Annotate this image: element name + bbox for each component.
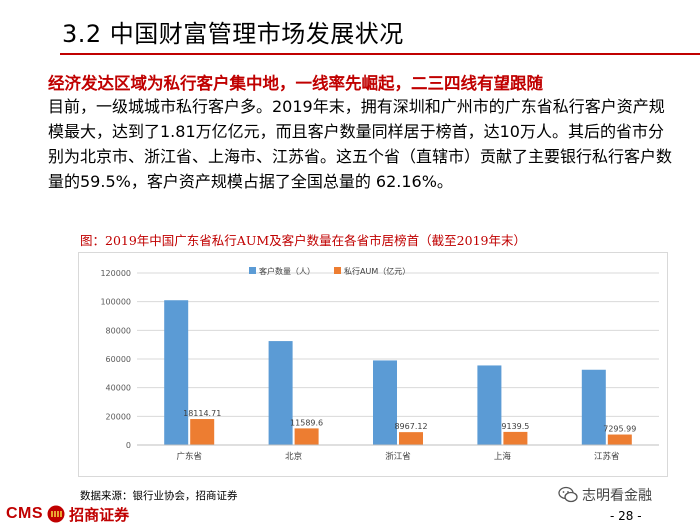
x-tick-label: 上海 <box>494 451 512 462</box>
company-logo: CMS 招商证券 <box>6 503 129 525</box>
page-title: 3.2 中国财富管理市场发展状况 <box>62 20 404 48</box>
legend-label: 私行AUM（亿元） <box>344 266 410 276</box>
y-tick-label: 120000 <box>100 269 131 278</box>
bar-aum <box>503 431 528 445</box>
data-label: 11589.6 <box>290 418 323 427</box>
x-tick-label: 北京 <box>285 451 302 462</box>
legend-label: 客户数量（人） <box>259 266 315 276</box>
y-tick-label: 100000 <box>100 298 131 307</box>
y-tick-label: 60000 <box>106 355 131 364</box>
bar-aum <box>294 428 319 445</box>
y-tick-label: 0 <box>126 441 131 450</box>
logo-cms-text: CMS <box>6 505 44 522</box>
data-label: 9139.5 <box>501 422 529 431</box>
body-paragraph: 目前，一级城城市私行客户多。2019年末，拥有深圳和广州市的广东省私行客户资产规… <box>48 97 673 191</box>
x-tick-label: 广东省 <box>176 451 202 462</box>
bar-customers <box>581 369 606 445</box>
logo-emblem-icon <box>47 505 65 523</box>
watermark-text: 志明看金融 <box>582 488 652 504</box>
source-note: 数据来源：银行业协会，招商证券 <box>80 490 238 502</box>
watermark: 志明看金融 <box>558 485 652 505</box>
x-tick-label: 江苏省 <box>594 451 620 462</box>
bar-aum <box>190 419 215 445</box>
legend-swatch <box>249 267 256 274</box>
title-underline <box>60 53 700 55</box>
logo-cn-text: 招商证券 <box>69 505 130 524</box>
page-number: - 28 - <box>610 509 642 523</box>
data-label: 8967.12 <box>394 422 427 431</box>
data-label: 7295.99 <box>603 425 636 434</box>
y-tick-label: 80000 <box>106 326 131 335</box>
legend-swatch <box>334 267 341 274</box>
bar-aum <box>399 432 423 445</box>
chart-caption: 图：2019年中国广东省私行AUM及客户数量在各省市居榜首（截至2019年末） <box>80 233 526 248</box>
bar-customers <box>164 300 189 445</box>
chart-frame: 0 20000 40000 60000 80000 100000 120000 18114.7… <box>78 252 668 477</box>
bar-aum <box>607 434 632 445</box>
bar-customers <box>268 341 293 445</box>
y-tick-label: 40000 <box>106 384 131 393</box>
wechat-icon <box>558 486 578 503</box>
bar-customers <box>477 365 502 445</box>
highlight-text: 经济发达区域为私行客户集中地，一线率先崛起，二三四线有望跟随 <box>48 74 543 93</box>
y-tick-label: 20000 <box>106 412 131 421</box>
data-label: 18114.71 <box>183 409 221 418</box>
x-tick-label: 浙江省 <box>385 451 411 462</box>
bar-customers <box>373 360 397 445</box>
bar-chart: 0 20000 40000 60000 80000 100000 120000 18114.7… <box>100 266 659 462</box>
